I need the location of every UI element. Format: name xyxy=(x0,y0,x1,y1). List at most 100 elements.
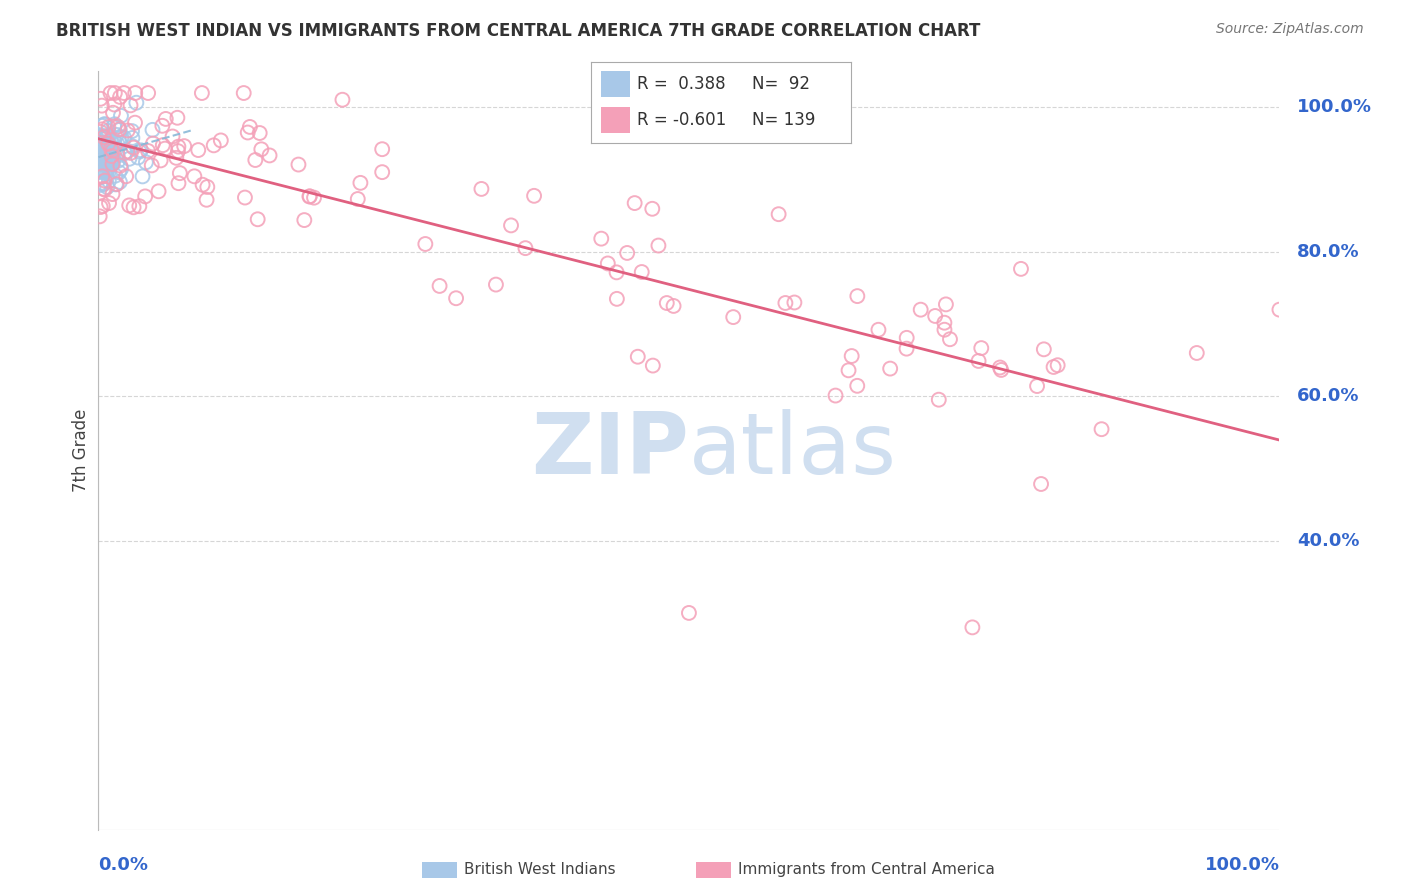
Point xyxy=(94,153,117,168)
Point xyxy=(967,354,990,368)
Point xyxy=(1090,422,1112,436)
Point xyxy=(89,146,111,161)
Point xyxy=(101,187,124,202)
Point xyxy=(93,149,115,163)
Point xyxy=(239,120,262,134)
Point xyxy=(110,161,132,176)
Point xyxy=(775,296,797,310)
Point xyxy=(104,169,127,183)
Point xyxy=(103,117,125,131)
Point xyxy=(444,291,467,305)
Point xyxy=(1046,358,1069,372)
FancyBboxPatch shape xyxy=(600,107,630,133)
Point xyxy=(101,144,124,158)
Point xyxy=(110,109,132,123)
Point xyxy=(96,164,118,178)
Point xyxy=(107,147,129,161)
Point xyxy=(167,144,190,158)
Point xyxy=(96,143,118,157)
Point xyxy=(523,189,546,203)
Point xyxy=(245,153,267,167)
Point xyxy=(970,341,993,355)
Text: BRITISH WEST INDIAN VS IMMIGRANTS FROM CENTRAL AMERICA 7TH GRADE CORRELATION CHA: BRITISH WEST INDIAN VS IMMIGRANTS FROM C… xyxy=(56,22,980,40)
Point xyxy=(606,292,628,306)
Point xyxy=(768,207,790,221)
Point xyxy=(100,86,122,100)
Point xyxy=(93,130,115,145)
Point xyxy=(134,189,156,203)
Point xyxy=(90,119,112,133)
Text: 100.0%: 100.0% xyxy=(1205,856,1279,874)
Point xyxy=(107,120,129,134)
Point xyxy=(150,119,173,133)
Point xyxy=(655,296,678,310)
Point xyxy=(96,130,118,145)
Point xyxy=(371,165,394,179)
Point xyxy=(191,86,214,100)
Point xyxy=(103,120,125,134)
Point xyxy=(346,192,368,206)
Text: N=  92: N= 92 xyxy=(752,75,810,93)
Point xyxy=(96,160,118,174)
Point xyxy=(723,310,745,324)
Point xyxy=(108,122,131,136)
Point xyxy=(896,331,918,345)
Point xyxy=(155,112,177,126)
Point xyxy=(105,128,128,142)
Point xyxy=(209,133,232,147)
Point xyxy=(118,198,141,212)
Point xyxy=(96,136,118,151)
Point xyxy=(641,359,664,373)
Point xyxy=(232,86,254,100)
Point xyxy=(131,169,153,184)
Point xyxy=(934,323,956,337)
Point xyxy=(114,146,136,161)
Text: 0.0%: 0.0% xyxy=(98,856,149,874)
Point xyxy=(91,169,114,184)
Point xyxy=(90,161,112,176)
Point xyxy=(90,128,112,143)
Point xyxy=(259,148,281,162)
Point xyxy=(499,219,522,233)
Point xyxy=(97,135,120,149)
Point xyxy=(124,86,146,100)
Point xyxy=(107,137,129,152)
Point xyxy=(195,180,218,194)
Point xyxy=(292,213,315,227)
Point xyxy=(127,151,149,165)
Point xyxy=(149,153,172,168)
Point xyxy=(415,237,437,252)
Point xyxy=(120,98,142,112)
Point xyxy=(91,199,114,213)
Point xyxy=(108,175,131,189)
Point xyxy=(94,174,117,188)
Point xyxy=(108,136,131,150)
Point xyxy=(91,122,114,136)
Point xyxy=(596,256,619,270)
Point xyxy=(100,155,122,169)
Point xyxy=(89,178,111,192)
Point xyxy=(91,149,114,163)
Point xyxy=(94,130,117,145)
Point xyxy=(236,126,259,140)
Point xyxy=(89,161,111,176)
Point xyxy=(1010,261,1032,276)
Point xyxy=(846,289,869,303)
Point xyxy=(332,93,354,107)
Point xyxy=(94,149,117,163)
Point xyxy=(101,105,124,120)
Point xyxy=(94,157,117,171)
Point xyxy=(101,157,124,171)
Point xyxy=(97,124,120,138)
Point xyxy=(105,142,128,156)
Text: 100.0%: 100.0% xyxy=(1298,98,1372,117)
Point xyxy=(298,189,321,203)
Point xyxy=(187,143,209,157)
Point xyxy=(783,295,806,310)
Point xyxy=(429,279,451,293)
Point xyxy=(1026,379,1049,393)
Point xyxy=(616,246,638,260)
Point xyxy=(485,277,508,292)
Point xyxy=(824,388,846,402)
Point xyxy=(93,117,115,131)
